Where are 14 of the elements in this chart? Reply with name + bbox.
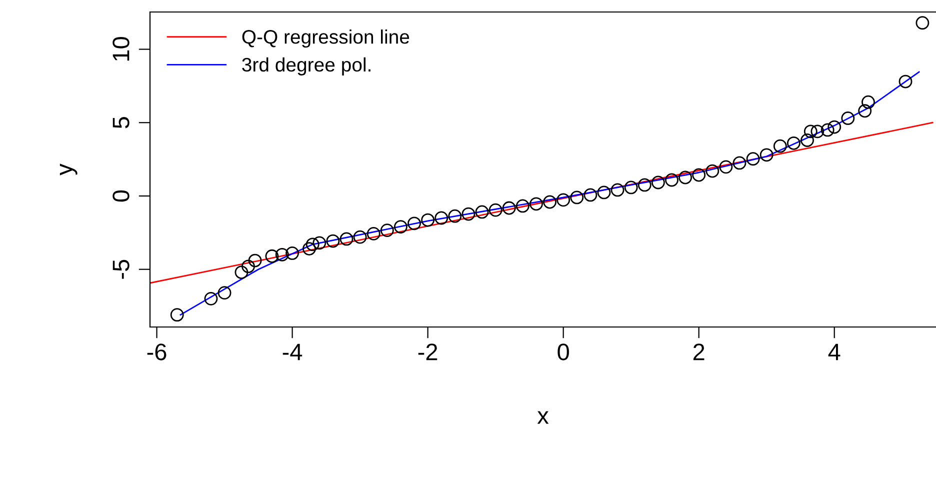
y-tick-label: -5 [112, 260, 130, 279]
y-axis-title: y [60, 164, 78, 176]
x-tick-label: 4 [828, 344, 840, 360]
x-tick-label: 2 [693, 344, 704, 360]
legend-label: 3rd degree pol. [242, 57, 370, 76]
x-axis-title: x [537, 411, 549, 424]
x-tick-label: -6 [147, 344, 166, 360]
legend-label: Q-Q regression line [242, 30, 410, 48]
y-tick-label: 0 [112, 190, 130, 202]
x-tick-label: -2 [418, 344, 438, 360]
y-tick-label: 5 [112, 117, 130, 128]
x-tick-label: -4 [282, 344, 302, 360]
y-tick-label: 10 [112, 37, 130, 61]
x-tick-label: 0 [558, 344, 569, 360]
